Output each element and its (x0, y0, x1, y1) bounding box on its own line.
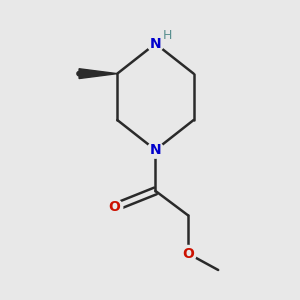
Circle shape (106, 199, 123, 215)
Text: H: H (163, 29, 172, 42)
Circle shape (147, 35, 164, 52)
Circle shape (77, 71, 81, 76)
Text: O: O (182, 247, 194, 261)
Text: N: N (150, 143, 161, 157)
Circle shape (147, 142, 164, 158)
Polygon shape (79, 69, 117, 79)
Text: N: N (150, 37, 161, 51)
Text: O: O (109, 200, 121, 214)
Circle shape (180, 245, 196, 262)
